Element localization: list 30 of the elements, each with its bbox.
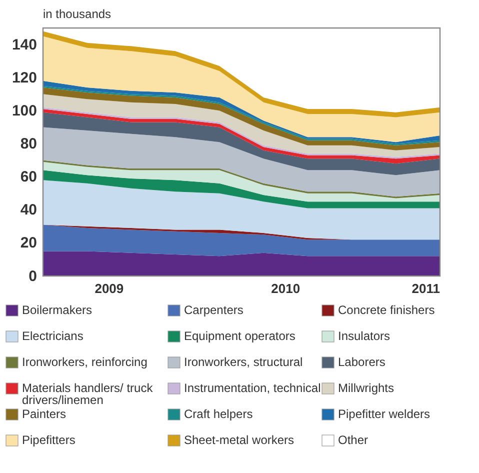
legend-label: Insulators bbox=[338, 329, 390, 343]
legend-label: Equipment operators bbox=[184, 329, 296, 343]
y-tick-label: 0 bbox=[28, 268, 37, 285]
legend-label: Concrete finishers bbox=[338, 303, 435, 317]
y-axis-title: in thousands bbox=[43, 7, 112, 21]
legend-label: Craft helpers bbox=[184, 407, 253, 421]
legend-label: Laborers bbox=[338, 355, 386, 369]
y-tick-label: 20 bbox=[20, 234, 37, 252]
x-tick-label: 2009 bbox=[94, 281, 124, 296]
y-tick-label: 40 bbox=[20, 202, 37, 219]
x-tick-label: 2010 bbox=[271, 281, 300, 296]
y-tick-label: 60 bbox=[20, 168, 37, 186]
legend-label: Ironworkers, structural bbox=[184, 355, 303, 369]
legend-label: Pipefitter welders bbox=[338, 407, 430, 421]
legend-label: Sheet-metal workers bbox=[184, 433, 294, 447]
legend-label: Boilermakers bbox=[22, 303, 92, 317]
legend-label: Other bbox=[338, 433, 368, 447]
x-tick-label: 2011 bbox=[412, 281, 440, 296]
y-tick-label: 140 bbox=[12, 36, 37, 54]
legend-label: Electricians bbox=[22, 329, 84, 343]
legend-label: Carpenters bbox=[184, 303, 244, 317]
legend-label: Materials handlers/ truck drivers/linemen bbox=[22, 381, 154, 407]
legend-label: Millwrights bbox=[338, 381, 394, 395]
y-tick-label: 120 bbox=[12, 69, 37, 86]
legend-label: Instrumentation, technical bbox=[184, 381, 321, 395]
y-tick-label: 100 bbox=[12, 102, 37, 120]
legend-label: Pipefitters bbox=[22, 433, 76, 447]
legend-label: Painters bbox=[22, 407, 66, 421]
legend-label: Ironworkers, reinforcing bbox=[22, 355, 148, 369]
y-tick-label: 80 bbox=[20, 136, 37, 153]
